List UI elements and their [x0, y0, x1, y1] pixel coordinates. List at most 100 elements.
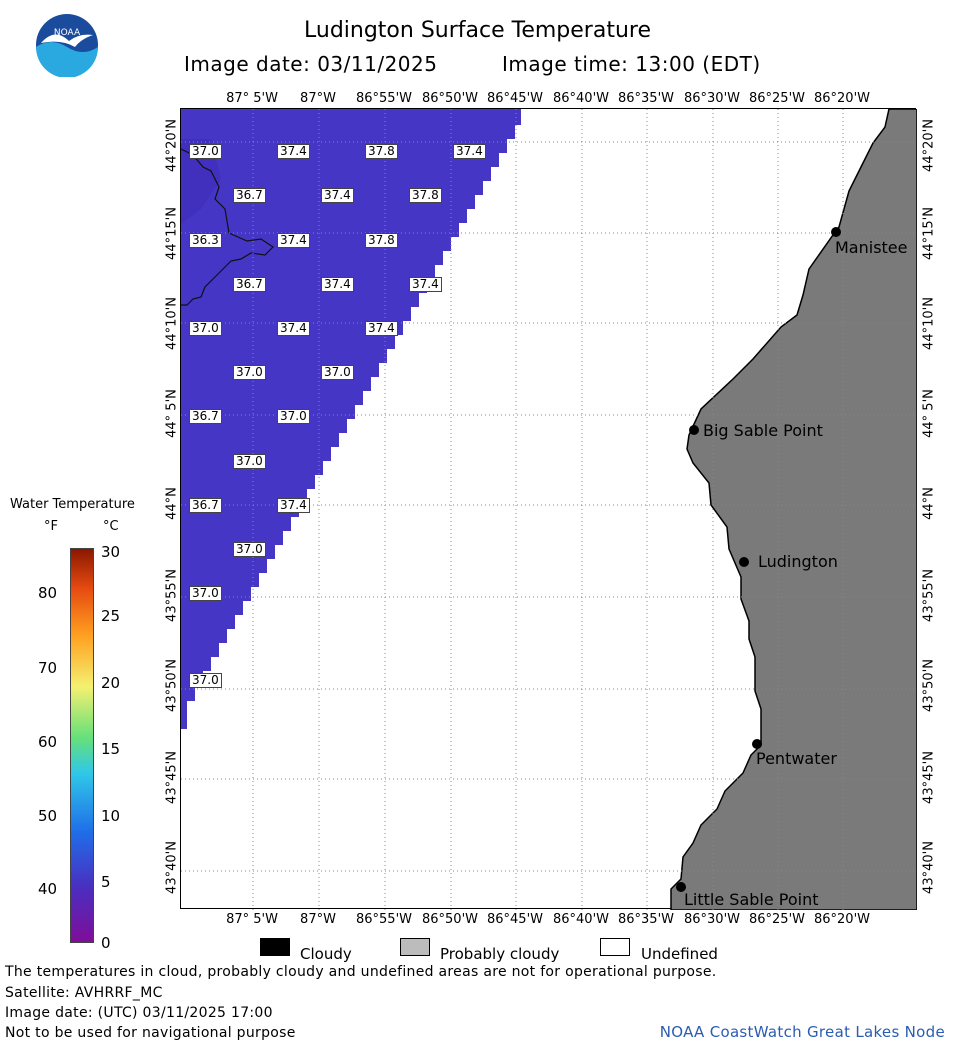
page-title: Ludington Surface Temperature — [304, 18, 651, 43]
place-marker-big-sable-point[interactable] — [689, 425, 699, 435]
temperature-label: 37.0 — [189, 586, 222, 601]
key-swatch-undefined — [600, 938, 630, 956]
west-shoreline — [181, 148, 274, 306]
graticule — [181, 109, 917, 910]
lon-label: 86°50'W — [421, 912, 479, 927]
temperature-label: 37.8 — [365, 144, 398, 159]
place-marker-pentwater[interactable] — [752, 739, 762, 749]
lat-label: 44°20'N — [164, 119, 180, 172]
key-label-probably-cloudy: Probably cloudy — [440, 945, 560, 963]
legend-tick-f: 70 — [38, 659, 58, 677]
lon-label: 86°45'W — [486, 91, 544, 106]
lon-label: 86°50'W — [421, 91, 479, 106]
temperature-label: 36.3 — [189, 233, 222, 248]
temperature-label: 37.8 — [365, 233, 398, 248]
lon-label: 86°25'W — [748, 912, 806, 927]
image-date: Image date: 03/11/2025 — [184, 52, 438, 76]
key-swatch-cloudy — [260, 938, 290, 956]
lat-label: 44°N — [921, 487, 937, 520]
lat-label: 43°55'N — [164, 569, 180, 622]
footer-satellite: Satellite: AVHRRF_MC — [5, 985, 163, 1001]
temperature-label: 37.4 — [277, 233, 310, 248]
temperature-label: 37.0 — [189, 144, 222, 159]
lat-label: 44°N — [164, 487, 180, 520]
lat-label: 43°50'N — [921, 659, 937, 712]
land-area — [670, 109, 917, 910]
lon-label: 87°W — [300, 912, 336, 927]
temperature-label: 37.0 — [189, 673, 222, 688]
lon-label: 86°20'W — [813, 91, 871, 106]
temperature-label: 36.7 — [233, 188, 266, 203]
legend-tick-c: 20 — [101, 674, 121, 692]
temperature-label: 37.8 — [409, 188, 442, 203]
lat-label: 44°10'N — [921, 297, 937, 350]
place-label-little-sable-point: Little Sable Point — [684, 890, 819, 909]
lon-label: 86°45'W — [486, 912, 544, 927]
lon-label: 86°20'W — [813, 912, 871, 927]
footer-utc-date: Image date: (UTC) 03/11/2025 17:00 — [5, 1005, 273, 1021]
temperature-label: 37.4 — [409, 277, 442, 292]
lat-label: 43°50'N — [164, 659, 180, 712]
lon-label: 86°55'W — [355, 91, 413, 106]
place-marker-little-sable-point[interactable] — [676, 882, 686, 892]
place-marker-manistee[interactable] — [831, 227, 841, 237]
map-panel[interactable]: 37.0 37.4 37.8 37.4 36.7 37.4 37.8 36.3 … — [180, 108, 917, 910]
legend-title: Water Temperature — [10, 497, 135, 512]
key-label-undefined: Undefined — [641, 945, 718, 963]
lat-label: 44°15'N — [921, 207, 937, 260]
place-label-ludington: Ludington — [758, 552, 838, 571]
legend-tick-c: 25 — [101, 607, 121, 625]
key-swatch-probably-cloudy — [400, 938, 430, 956]
legend-tick-f: 60 — [38, 733, 58, 751]
legend-tick-c: 0 — [101, 934, 111, 952]
temperature-label: 36.7 — [189, 498, 222, 513]
legend-tick-c: 15 — [101, 740, 121, 758]
temperature-label: 37.4 — [277, 321, 310, 336]
lat-label: 44°15'N — [164, 207, 180, 260]
temperature-label: 37.4 — [365, 321, 398, 336]
lon-label: 87° 5'W — [226, 912, 278, 927]
key-label-cloudy: Cloudy — [300, 945, 352, 963]
temperature-label: 37.4 — [277, 498, 310, 513]
temperature-label: 37.0 — [233, 454, 266, 469]
temperature-label: 37.4 — [277, 144, 310, 159]
lat-label: 44°20'N — [921, 119, 937, 172]
temperature-label: 37.0 — [233, 542, 266, 557]
legend-tick-f: 80 — [38, 584, 58, 602]
place-label-big-sable-point: Big Sable Point — [703, 421, 823, 440]
west-water-dark — [181, 139, 221, 224]
credit-link[interactable]: NOAA CoastWatch Great Lakes Node — [659, 1023, 945, 1041]
lon-label: 86°25'W — [748, 91, 806, 106]
place-label-pentwater: Pentwater — [756, 749, 837, 768]
lat-label: 43°40'N — [164, 841, 180, 894]
temperature-colorbar — [70, 548, 94, 943]
map-canvas — [181, 109, 917, 910]
lon-label: 86°30'W — [683, 912, 741, 927]
lon-label: 86°35'W — [617, 91, 675, 106]
legend-tick-c: 30 — [101, 543, 121, 561]
lat-label: 43°55'N — [921, 569, 937, 622]
lon-label: 87° 5'W — [226, 91, 278, 106]
lon-label: 86°40'W — [552, 912, 610, 927]
lon-label: 86°55'W — [355, 912, 413, 927]
lon-label: 86°30'W — [683, 91, 741, 106]
image-time: Image time: 13:00 (EDT) — [502, 52, 761, 76]
noaa-logo: NOAA — [35, 13, 99, 78]
footer-navigation-warning: Not to be used for navigational purpose — [5, 1025, 296, 1041]
footer-disclaimer: The temperatures in cloud, probably clou… — [5, 964, 717, 980]
temperature-label: 37.4 — [453, 144, 486, 159]
lat-label: 44°10'N — [164, 297, 180, 350]
place-label-manistee: Manistee — [835, 238, 908, 257]
temperature-label: 37.4 — [321, 277, 354, 292]
temperature-label: 37.0 — [233, 365, 266, 380]
legend-tick-f: 50 — [38, 807, 58, 825]
temperature-label: 37.4 — [321, 188, 354, 203]
legend-unit-c: °C — [103, 519, 119, 534]
lon-label: 87°W — [300, 91, 336, 106]
svg-text:NOAA: NOAA — [54, 28, 81, 38]
temperature-label: 36.7 — [233, 277, 266, 292]
legend-tick-c: 5 — [101, 873, 111, 891]
lat-label: 44° 5'N — [164, 389, 180, 438]
lat-label: 43°45'N — [921, 751, 937, 804]
place-marker-ludington[interactable] — [739, 557, 749, 567]
